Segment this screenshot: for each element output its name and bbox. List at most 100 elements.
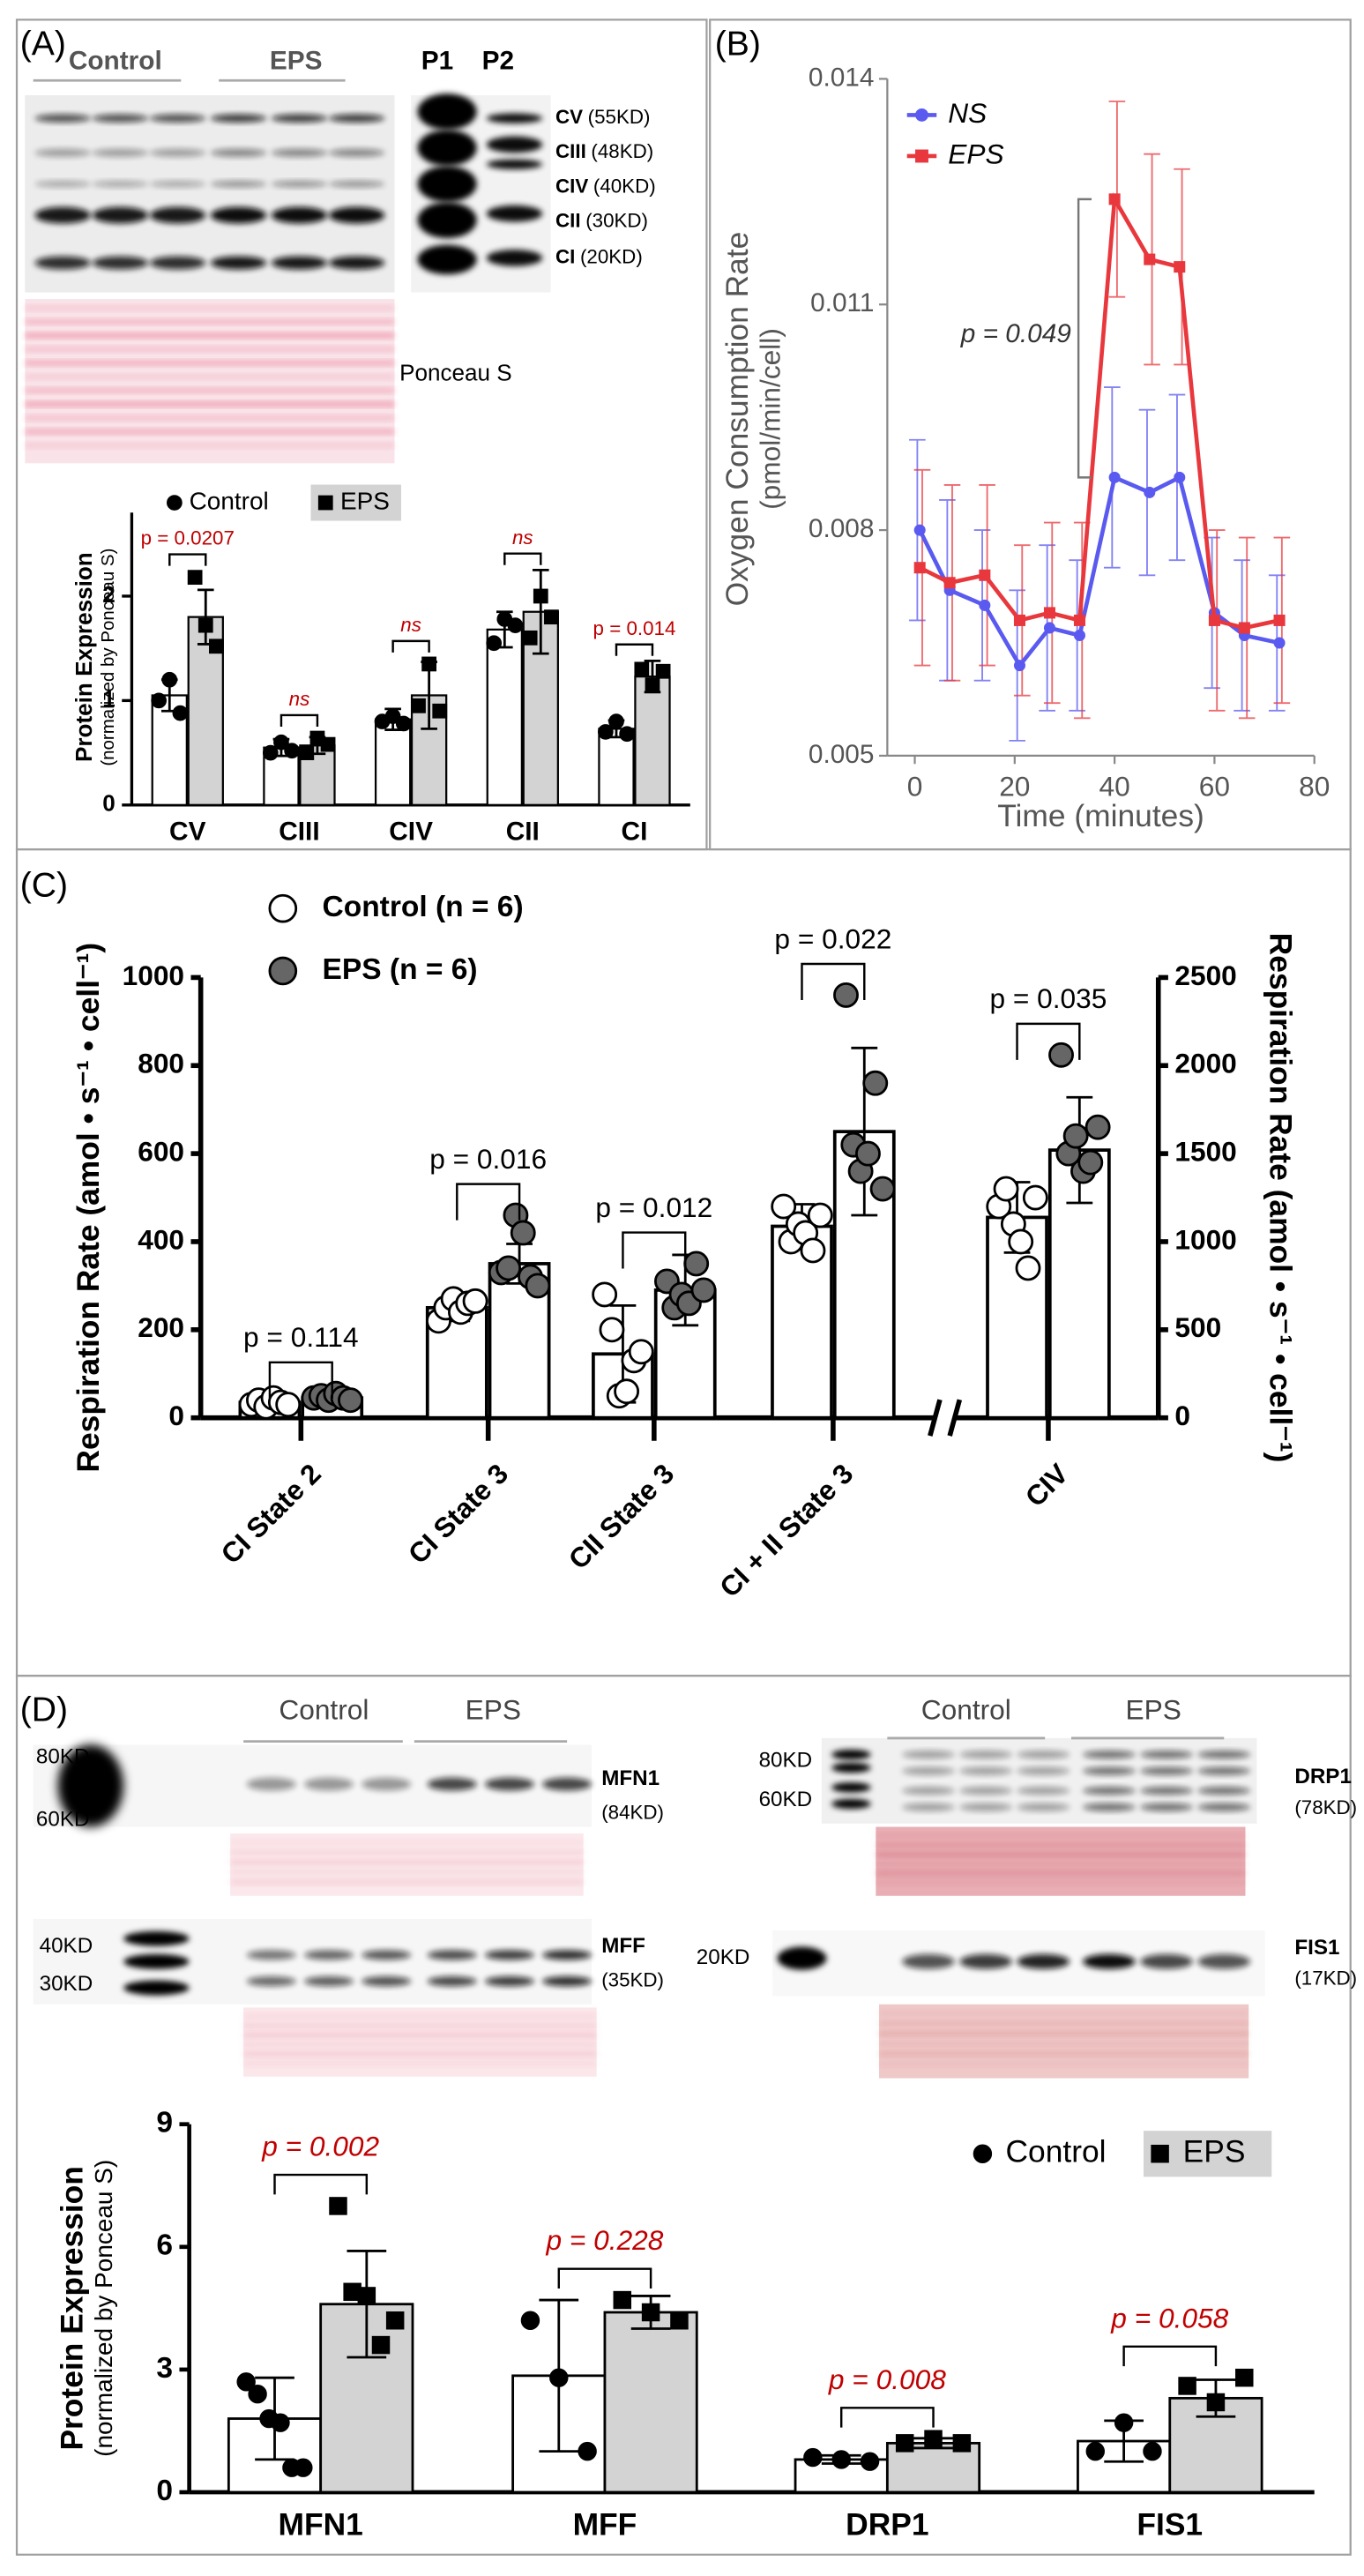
significance-bracket [615, 643, 654, 656]
blot-band [902, 1750, 955, 1759]
data-point [771, 1193, 797, 1220]
stain-stripe [879, 2041, 1249, 2047]
data-point [395, 715, 412, 732]
data-point [1022, 1184, 1048, 1211]
data-point [1143, 2441, 1162, 2461]
blot-band [149, 114, 206, 123]
stain-stripe [230, 1840, 584, 1846]
blot-band [271, 114, 328, 123]
data-point [544, 609, 559, 625]
y-axis-label: Respiration Rate (amol • s⁻¹ • cell⁻¹) [71, 943, 106, 1473]
marker-label: 80KD [759, 1748, 813, 1772]
blot-band [149, 148, 206, 157]
blot-band [1017, 1750, 1070, 1759]
data-point [1008, 1228, 1034, 1255]
legend-marker [268, 893, 298, 923]
protein-label: DRP1 [1294, 1765, 1352, 1788]
y-tick-label: 400 [138, 1223, 184, 1255]
significance-bracket [456, 1183, 521, 1221]
data-point [338, 1387, 363, 1414]
stain-stripe [230, 1859, 584, 1865]
group-label: EPS [270, 47, 323, 76]
data-point [271, 2413, 290, 2432]
data-point [1062, 1123, 1089, 1149]
axis-break-mark [928, 1399, 963, 1437]
blot-band [959, 1786, 1012, 1796]
blot-band [1017, 1786, 1070, 1796]
data-point [299, 745, 315, 760]
group-label: Control [279, 1693, 369, 1725]
data-point [831, 2450, 851, 2469]
stain-stripe [879, 2051, 1249, 2057]
protein-size: (35KD) [601, 1969, 664, 1991]
data-point [151, 692, 168, 709]
data-point [411, 698, 426, 713]
x-tick-label: 20 [999, 771, 1030, 803]
error-bar [851, 1046, 878, 1217]
blot-band [271, 256, 328, 270]
blot-band [210, 148, 267, 157]
blot-band [417, 202, 477, 239]
x-tick-label: CV [169, 817, 206, 846]
data-point [384, 708, 401, 724]
data-point [862, 1070, 889, 1096]
significance-bracket [1016, 1022, 1081, 1060]
x-tick-label: FIS1 [1137, 2507, 1203, 2542]
blot-band [57, 1744, 124, 1827]
significance-bracket [391, 639, 430, 653]
bar [603, 2311, 698, 2494]
data-point [619, 726, 635, 743]
band-size: (40KD) [593, 175, 656, 197]
blot-band [831, 1798, 871, 1810]
blot-band [304, 1950, 354, 1960]
blot-band [486, 250, 543, 266]
annotation: p = 0.228 [545, 2224, 663, 2256]
data-point [952, 2434, 972, 2453]
data-point [860, 2452, 880, 2471]
y-tick-label: 0 [102, 790, 116, 817]
blot-background [33, 1918, 593, 2005]
y-axis-label: Protein Expression [71, 552, 97, 762]
data-point [613, 2290, 632, 2310]
blot-band [542, 1777, 593, 1791]
annotation: p = 0.0207 [141, 527, 235, 549]
blot-band [1083, 1786, 1136, 1796]
data-point [1273, 614, 1286, 626]
data-point [262, 744, 279, 761]
blot-band [427, 1976, 477, 1987]
blot-band [484, 1950, 534, 1960]
data-point [1273, 637, 1286, 649]
group-label: EPS [1125, 1693, 1181, 1725]
band-name: CV [555, 106, 583, 128]
x-tick-label: 80 [1299, 771, 1330, 803]
data-point [578, 2441, 597, 2461]
blot-band [486, 205, 543, 222]
stain-stripe [876, 1852, 1246, 1857]
data-point [1073, 614, 1085, 626]
blot-band [34, 206, 91, 224]
blot-band [1197, 1750, 1251, 1759]
blot-band [1197, 1803, 1251, 1811]
data-point [320, 736, 336, 752]
blot-band [1140, 1803, 1193, 1811]
stain-stripe [876, 1870, 1246, 1876]
data-point [913, 562, 926, 574]
stain-label: Ponceau S [399, 360, 512, 386]
marker-label: 40KD [40, 1934, 93, 1958]
stain-stripe [243, 2033, 597, 2038]
data-point [1108, 471, 1121, 483]
data-point [522, 630, 538, 646]
band-label: CV (55KD) [555, 106, 650, 128]
data-point [803, 2447, 823, 2468]
y2-axis-label: Respiration Rate (amol • s⁻¹ • cell⁻¹) [1263, 933, 1297, 1463]
data-point [1043, 622, 1055, 634]
data-point [1015, 1255, 1041, 1281]
data-point [1178, 2377, 1196, 2395]
annotation: p = 0.058 [1110, 2302, 1228, 2333]
y-tick-label: 0 [156, 2475, 173, 2507]
blot-band [831, 1749, 871, 1760]
data-point [1043, 607, 1055, 619]
stain-stripe [25, 387, 395, 393]
annotation: p = 0.002 [261, 2131, 379, 2162]
